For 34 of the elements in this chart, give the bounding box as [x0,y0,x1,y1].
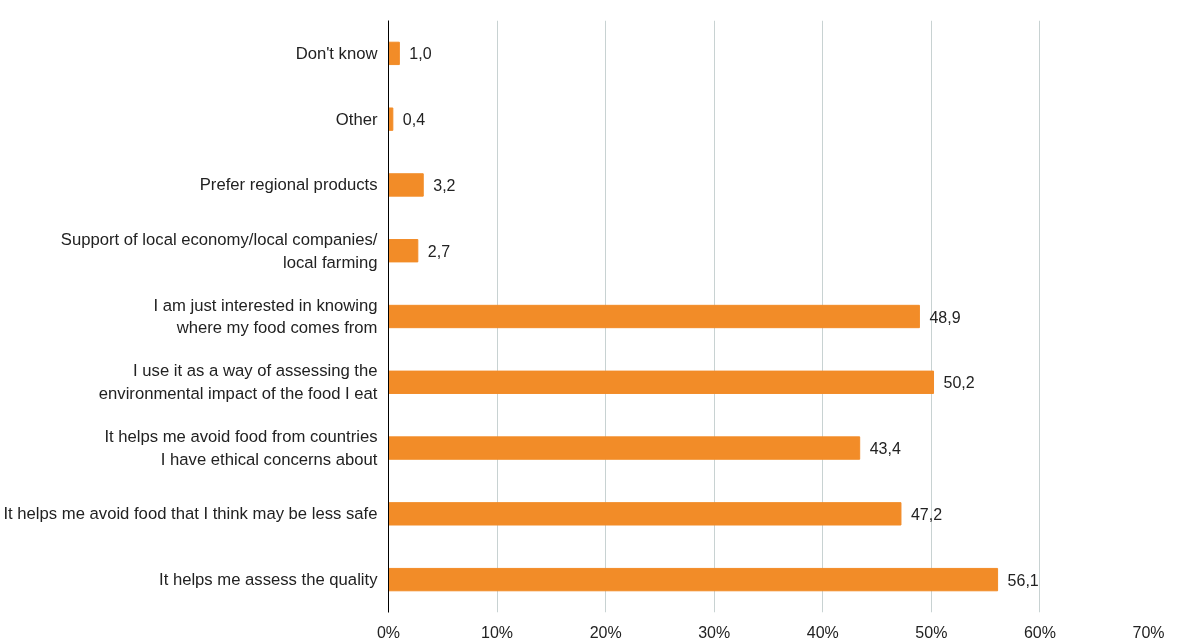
bar [388,370,935,394]
data-label: 50,2 [943,374,975,392]
y-tick-label: Prefer regional products [199,175,378,195]
x-tick-label: 50% [915,623,948,641]
y-tick-label: I use it as a way of assessing the environmental impact of the food I eat [98,361,378,404]
x-tick-label: 0% [376,623,401,641]
x-tick-label: 60% [1023,623,1056,641]
y-tick-label: It helps me avoid food that I think may be less safe [3,504,378,524]
y-tick-label: I am just interested in knowing where my food comes from [153,295,378,338]
data-label: 0,4 [402,111,426,129]
x-tick-label: 20% [589,623,622,641]
bar [388,567,999,592]
y-tick-label: Other [335,109,378,129]
bar [388,502,902,526]
x-tick-label: 40% [806,623,839,641]
x-tick-label: 30% [698,623,731,641]
bar [388,239,419,263]
data-label: 2,7 [427,242,451,260]
data-label: 3,2 [433,176,456,194]
bar [388,173,424,197]
x-tick-label: 70% [1132,623,1165,641]
y-tick-label: It helps me assess the quality [159,570,379,590]
x-tick-label: 10% [481,623,514,641]
bar [388,304,920,329]
y-tick-label: It helps me avoid food from countries I have ethical concerns about [104,427,378,469]
y-tick-label: Support of local economy/local companies/ local farming [60,229,378,272]
data-label: 1,0 [409,45,432,63]
y-tick-label: Don't know [295,43,379,63]
data-label: 48,9 [929,308,961,326]
data-label: 56,1 [1007,571,1039,589]
bar [388,41,400,66]
bar [388,436,861,460]
data-label: 47,2 [910,505,943,523]
data-label: 43,4 [869,440,901,458]
